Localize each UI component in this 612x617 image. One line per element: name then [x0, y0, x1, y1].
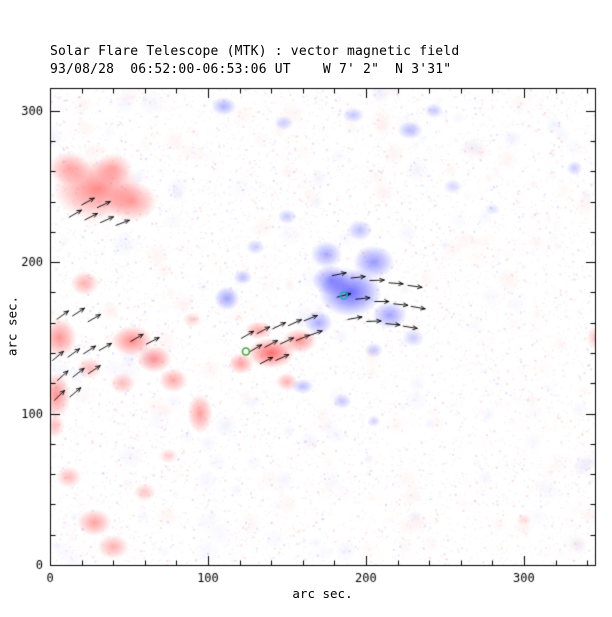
plot-subtitle: 93/08/28 06:52:00-06:53:06 UT W 7' 2" N … [50, 62, 452, 77]
plot-title: Solar Flare Telescope (MTK) : vector mag… [50, 44, 460, 59]
x-axis-label: arc sec. [292, 586, 353, 601]
y-axis-label: arc sec. [4, 295, 20, 357]
